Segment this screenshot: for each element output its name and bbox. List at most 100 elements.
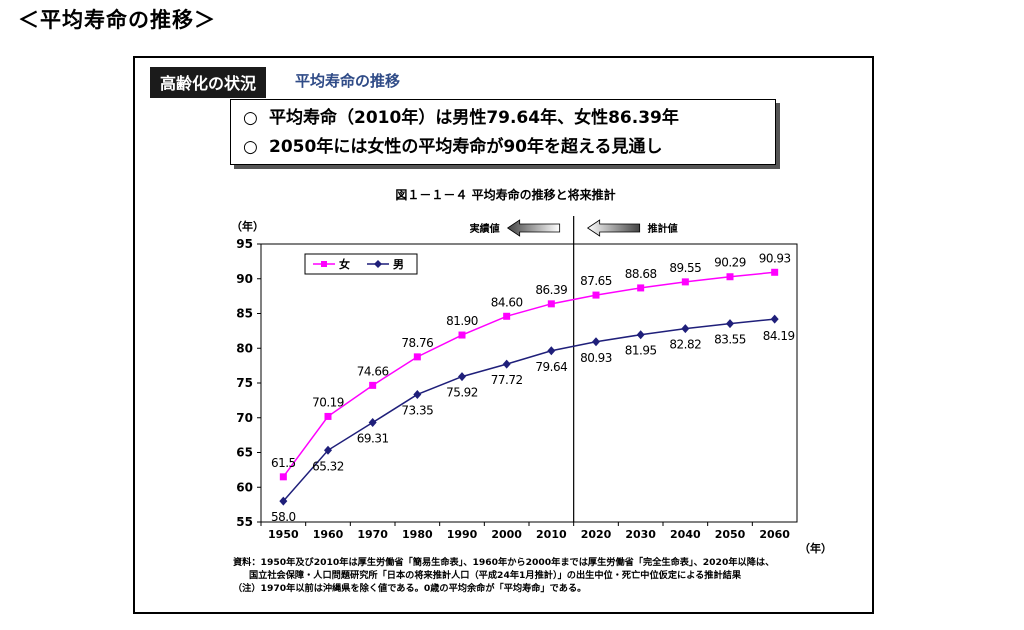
- data-label: 61.5: [271, 456, 296, 470]
- section-label: 高齢化の状況: [150, 67, 267, 98]
- y-tick-label: 70: [236, 411, 253, 425]
- series-line: [282, 318, 775, 502]
- data-label: 84.60: [491, 295, 523, 309]
- data-label: 82.82: [669, 338, 701, 352]
- data-point: [770, 314, 779, 324]
- data-label: 87.65: [580, 274, 612, 288]
- data-label: 81.90: [446, 314, 478, 328]
- data-label: 84.19: [763, 329, 795, 343]
- x-tick-label: 2050: [715, 528, 746, 541]
- data-point: [413, 353, 421, 361]
- data-point: [681, 278, 689, 286]
- source-line: 資料：1950年及び2010年は厚生労働省「簡易生命表」、1960年から2000…: [233, 557, 775, 568]
- source-line: （注）1970年以前は沖縄県を除く値である。0歳の平均余命が「平均寿命」である。: [233, 583, 587, 594]
- data-label: 69.31: [357, 432, 389, 446]
- y-tick-label: 90: [236, 272, 253, 286]
- data-point: [637, 284, 645, 292]
- legend-marker: [374, 260, 382, 268]
- legend-box: [304, 253, 418, 275]
- y-tick-label: 85: [236, 307, 253, 321]
- data-label: 79.64: [535, 360, 567, 374]
- data-label: 90.93: [759, 251, 791, 265]
- data-point: [547, 300, 555, 308]
- figure-title: 図１－１－４ 平均寿命の推移と将来推計: [395, 188, 616, 202]
- legend-label: 男: [393, 258, 404, 271]
- data-point: [369, 381, 377, 389]
- y-tick-label: 55: [236, 515, 253, 529]
- data-point: [681, 324, 690, 334]
- data-point: [279, 473, 287, 481]
- data-label: 70.19: [312, 395, 344, 409]
- data-label: 74.66: [357, 364, 389, 378]
- data-point: [547, 346, 556, 356]
- bullet-icon: ○: [243, 108, 258, 128]
- series-line: [282, 271, 775, 478]
- y-axis-label: （年）: [231, 219, 264, 233]
- figure-panel: 高齢化の状況 平均寿命の推移 ○ 平均寿命（2010年）は男性79.64年、女性8…: [133, 56, 874, 614]
- x-tick-label: 2060: [759, 528, 790, 541]
- x-tick-label: 1950: [268, 528, 299, 541]
- y-tick-label: 80: [236, 341, 253, 355]
- data-label: 90.29: [714, 256, 746, 270]
- data-point: [458, 372, 466, 382]
- actual-label: 実績値: [470, 222, 500, 235]
- data-label: 77.72: [491, 373, 523, 387]
- y-tick-label: 75: [236, 376, 253, 390]
- summary-text: 2050年には女性の平均寿命が90年を超える見通し: [269, 137, 663, 157]
- left-arrow-icon: [506, 219, 561, 237]
- data-point: [771, 268, 779, 276]
- x-tick-label: 2000: [491, 528, 522, 541]
- page-title: ＜平均寿命の推移＞: [18, 7, 216, 32]
- y-tick-label: 65: [236, 446, 253, 460]
- bullet-icon: ○: [243, 137, 258, 157]
- x-tick-label: 1980: [402, 528, 433, 541]
- data-point: [726, 319, 734, 329]
- data-label: 75.92: [446, 386, 478, 400]
- projected-label: 推計値: [648, 222, 678, 235]
- data-label: 88.68: [625, 267, 657, 281]
- y-tick-label: 60: [236, 480, 253, 494]
- data-point: [726, 273, 734, 281]
- x-axis-label: （年）: [799, 541, 832, 555]
- data-label: 86.39: [535, 283, 567, 297]
- data-point: [636, 330, 645, 340]
- data-label: 80.93: [580, 351, 612, 365]
- data-point: [503, 312, 511, 320]
- x-tick-label: 2010: [536, 528, 567, 541]
- data-point: [324, 412, 332, 420]
- data-point: [324, 445, 332, 455]
- data-label: 81.95: [625, 344, 657, 358]
- summary-line: ○ 2050年には女性の平均寿命が90年を超える見通し: [243, 133, 763, 162]
- section-subtitle: 平均寿命の推移: [295, 72, 401, 90]
- life-expectancy-chart: 55 60 65 70 75 80 85 90 95 （年） 1950 1960 1970 1980 199…: [231, 216, 832, 555]
- data-label: 65.32: [312, 459, 344, 473]
- summary-line: ○ 平均寿命（2010年）は男性79.64年、女性86.39年: [243, 104, 763, 133]
- data-label: 78.76: [401, 336, 433, 350]
- data-point: [592, 337, 600, 347]
- data-label: 83.55: [714, 333, 746, 347]
- data-label: 73.35: [401, 403, 433, 417]
- data-point: [368, 418, 377, 428]
- data-point: [413, 389, 422, 399]
- x-tick-label: 1970: [357, 528, 388, 541]
- data-label: 89.55: [669, 261, 701, 275]
- data-point: [592, 291, 600, 299]
- data-point: [458, 331, 466, 339]
- source-line: 国立社会保障・人口問題研究所「日本の将来推計人口（平成24年1月推計）」の出生中…: [249, 570, 742, 581]
- y-tick-label: 95: [236, 237, 253, 251]
- plot-area: [260, 243, 798, 523]
- x-tick-label: 2020: [581, 528, 612, 541]
- source-note: 資料：1950年及び2010年は厚生労働省「簡易生命表」、1960年から2000…: [233, 556, 863, 595]
- legend-marker: [321, 261, 327, 267]
- data-label: 58.0: [271, 510, 296, 524]
- summary-box: ○ 平均寿命（2010年）は男性79.64年、女性86.39年 ○ 2050年には女…: [230, 99, 776, 165]
- data-point: [279, 496, 288, 506]
- x-tick-label: 1960: [313, 528, 344, 541]
- x-tick-label: 2040: [670, 528, 701, 541]
- summary-text: 平均寿命（2010年）は男性79.64年、女性86.39年: [269, 108, 679, 128]
- data-point: [502, 359, 511, 369]
- x-tick-label: 2030: [625, 528, 656, 541]
- right-arrow-icon: [586, 219, 641, 237]
- x-tick-label: 1990: [447, 528, 478, 541]
- legend-label: 女: [339, 257, 350, 271]
